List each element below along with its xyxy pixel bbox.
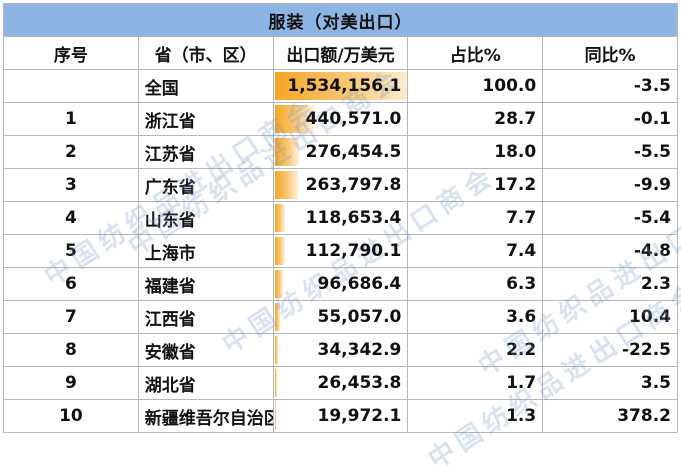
cell-share[interactable]: 18.0 xyxy=(407,135,544,169)
cell-share[interactable]: 17.2 xyxy=(407,168,544,202)
export-value-text: 26,453.8 xyxy=(317,373,402,393)
header-share[interactable]: 占比% xyxy=(407,36,544,70)
table-row: 2 江苏省 276,454.5 18.0 -5.5 xyxy=(3,135,678,169)
table-row: 全国 1,534,156.1 100.0 -3.5 xyxy=(3,69,678,103)
cell-index[interactable]: 7 xyxy=(3,300,139,334)
cell-export-value[interactable]: 19,972.1 xyxy=(272,399,409,433)
cell-share[interactable]: 7.7 xyxy=(407,201,544,235)
cell-index[interactable]: 4 xyxy=(3,201,139,235)
cell-share[interactable]: 1.3 xyxy=(407,399,544,433)
cell-yoy[interactable]: 378.2 xyxy=(542,399,678,433)
cell-share[interactable]: 1.7 xyxy=(407,366,544,400)
cell-share[interactable]: 28.7 xyxy=(407,102,544,136)
table-row: 8 安徽省 34,342.9 2.2 -22.5 xyxy=(3,333,678,367)
cell-export-value[interactable]: 276,454.5 xyxy=(272,135,409,169)
cell-yoy[interactable]: -4.8 xyxy=(542,234,678,268)
cell-share[interactable]: 6.3 xyxy=(407,267,544,301)
cell-index[interactable]: 3 xyxy=(3,168,139,202)
data-bar xyxy=(274,270,284,298)
header-province[interactable]: 省（市、区） xyxy=(137,36,274,70)
cell-export-value[interactable]: 440,571.0 xyxy=(272,102,409,136)
export-value-text: 34,342.9 xyxy=(317,340,402,360)
spreadsheet: 服装（对美出口） 序号 省（市、区） 出口额/万美元 占比% 同比% 全国 1,5… xyxy=(3,3,681,475)
data-bar xyxy=(274,138,300,166)
data-bar xyxy=(274,402,277,430)
table-row: 1 浙江省 440,571.0 28.7 -0.1 xyxy=(3,102,678,136)
header-row: 序号 省（市、区） 出口额/万美元 占比% 同比% xyxy=(3,36,678,70)
data-bar xyxy=(274,105,315,133)
table-row: 10 新疆维吾尔自治区 19,972.1 1.3 378.2 xyxy=(3,399,678,433)
cell-province[interactable]: 福建省 xyxy=(137,267,274,301)
cell-province[interactable]: 江西省 xyxy=(137,300,274,334)
cell-export-value[interactable]: 112,790.1 xyxy=(272,234,409,268)
cell-yoy[interactable]: -5.5 xyxy=(542,135,678,169)
cell-yoy[interactable]: 3.5 xyxy=(542,366,678,400)
cell-export-value[interactable]: 34,342.9 xyxy=(272,333,409,367)
cell-export-value[interactable]: 26,453.8 xyxy=(272,366,409,400)
cell-export-value[interactable]: 96,686.4 xyxy=(272,267,409,301)
cell-export-value[interactable]: 263,797.8 xyxy=(272,168,409,202)
title-row: 服装（对美出口） xyxy=(3,3,678,37)
cell-yoy[interactable]: -3.5 xyxy=(542,69,678,103)
export-value-text: 276,454.5 xyxy=(305,142,402,162)
data-bar xyxy=(274,237,285,265)
cell-yoy[interactable]: -9.9 xyxy=(542,168,678,202)
cell-province[interactable]: 新疆维吾尔自治区 xyxy=(137,399,274,433)
cell-index[interactable]: 8 xyxy=(3,333,139,367)
export-value-text: 96,686.4 xyxy=(317,274,402,294)
cell-index[interactable]: 1 xyxy=(3,102,139,136)
cell-province[interactable]: 广东省 xyxy=(137,168,274,202)
cell-share[interactable]: 100.0 xyxy=(407,69,544,103)
cell-yoy[interactable]: 10.4 xyxy=(542,300,678,334)
cell-yoy[interactable]: -22.5 xyxy=(542,333,678,367)
cell-index[interactable]: 9 xyxy=(3,366,139,400)
table-row: 6 福建省 96,686.4 6.3 2.3 xyxy=(3,267,678,301)
cell-province[interactable]: 山东省 xyxy=(137,201,274,235)
export-value-text: 263,797.8 xyxy=(305,175,402,195)
table-row: 5 上海市 112,790.1 7.4 -4.8 xyxy=(3,234,678,268)
cell-yoy[interactable]: 2.3 xyxy=(542,267,678,301)
export-table: 服装（对美出口） 序号 省（市、区） 出口额/万美元 占比% 同比% 全国 1,5… xyxy=(3,3,678,433)
header-yoy[interactable]: 同比% xyxy=(542,36,678,70)
cell-yoy[interactable]: -5.4 xyxy=(542,201,678,235)
cell-province[interactable]: 江苏省 xyxy=(137,135,274,169)
cell-export-value[interactable]: 118,653.4 xyxy=(272,201,409,235)
data-bar xyxy=(274,369,277,397)
data-bar xyxy=(274,303,280,331)
data-bar xyxy=(274,204,286,232)
cell-yoy[interactable]: -0.1 xyxy=(542,102,678,136)
export-value-text: 112,790.1 xyxy=(305,241,402,261)
cell-index[interactable]: 10 xyxy=(3,399,139,433)
data-bar xyxy=(274,72,407,100)
cell-province[interactable]: 安徽省 xyxy=(137,333,274,367)
cell-share[interactable]: 2.2 xyxy=(407,333,544,367)
cell-province[interactable]: 上海市 xyxy=(137,234,274,268)
table-title: 服装（对美出口） xyxy=(3,3,678,37)
table-row: 3 广东省 263,797.8 17.2 -9.9 xyxy=(3,168,678,202)
cell-index[interactable]: 6 xyxy=(3,267,139,301)
export-value-text: 1,534,156.1 xyxy=(287,76,402,96)
data-bar xyxy=(274,336,278,364)
cell-province[interactable]: 全国 xyxy=(137,69,274,103)
cell-export-value[interactable]: 55,057.0 xyxy=(272,300,409,334)
export-value-text: 118,653.4 xyxy=(305,208,402,228)
cell-share[interactable]: 7.4 xyxy=(407,234,544,268)
table-row: 4 山东省 118,653.4 7.7 -5.4 xyxy=(3,201,678,235)
cell-share[interactable]: 3.6 xyxy=(407,300,544,334)
cell-province[interactable]: 浙江省 xyxy=(137,102,274,136)
table-row: 7 江西省 55,057.0 3.6 10.4 xyxy=(3,300,678,334)
data-bar xyxy=(274,171,299,199)
cell-export-value[interactable]: 1,534,156.1 xyxy=(272,69,409,103)
export-value-text: 55,057.0 xyxy=(317,307,402,327)
cell-index[interactable]: 2 xyxy=(3,135,139,169)
cell-index[interactable] xyxy=(3,69,139,103)
table-row: 9 湖北省 26,453.8 1.7 3.5 xyxy=(3,366,678,400)
export-value-text: 19,972.1 xyxy=(317,406,402,426)
header-index[interactable]: 序号 xyxy=(3,36,139,70)
cell-index[interactable]: 5 xyxy=(3,234,139,268)
cell-province[interactable]: 湖北省 xyxy=(137,366,274,400)
header-export-value[interactable]: 出口额/万美元 xyxy=(272,36,409,70)
export-value-text: 440,571.0 xyxy=(305,109,402,129)
